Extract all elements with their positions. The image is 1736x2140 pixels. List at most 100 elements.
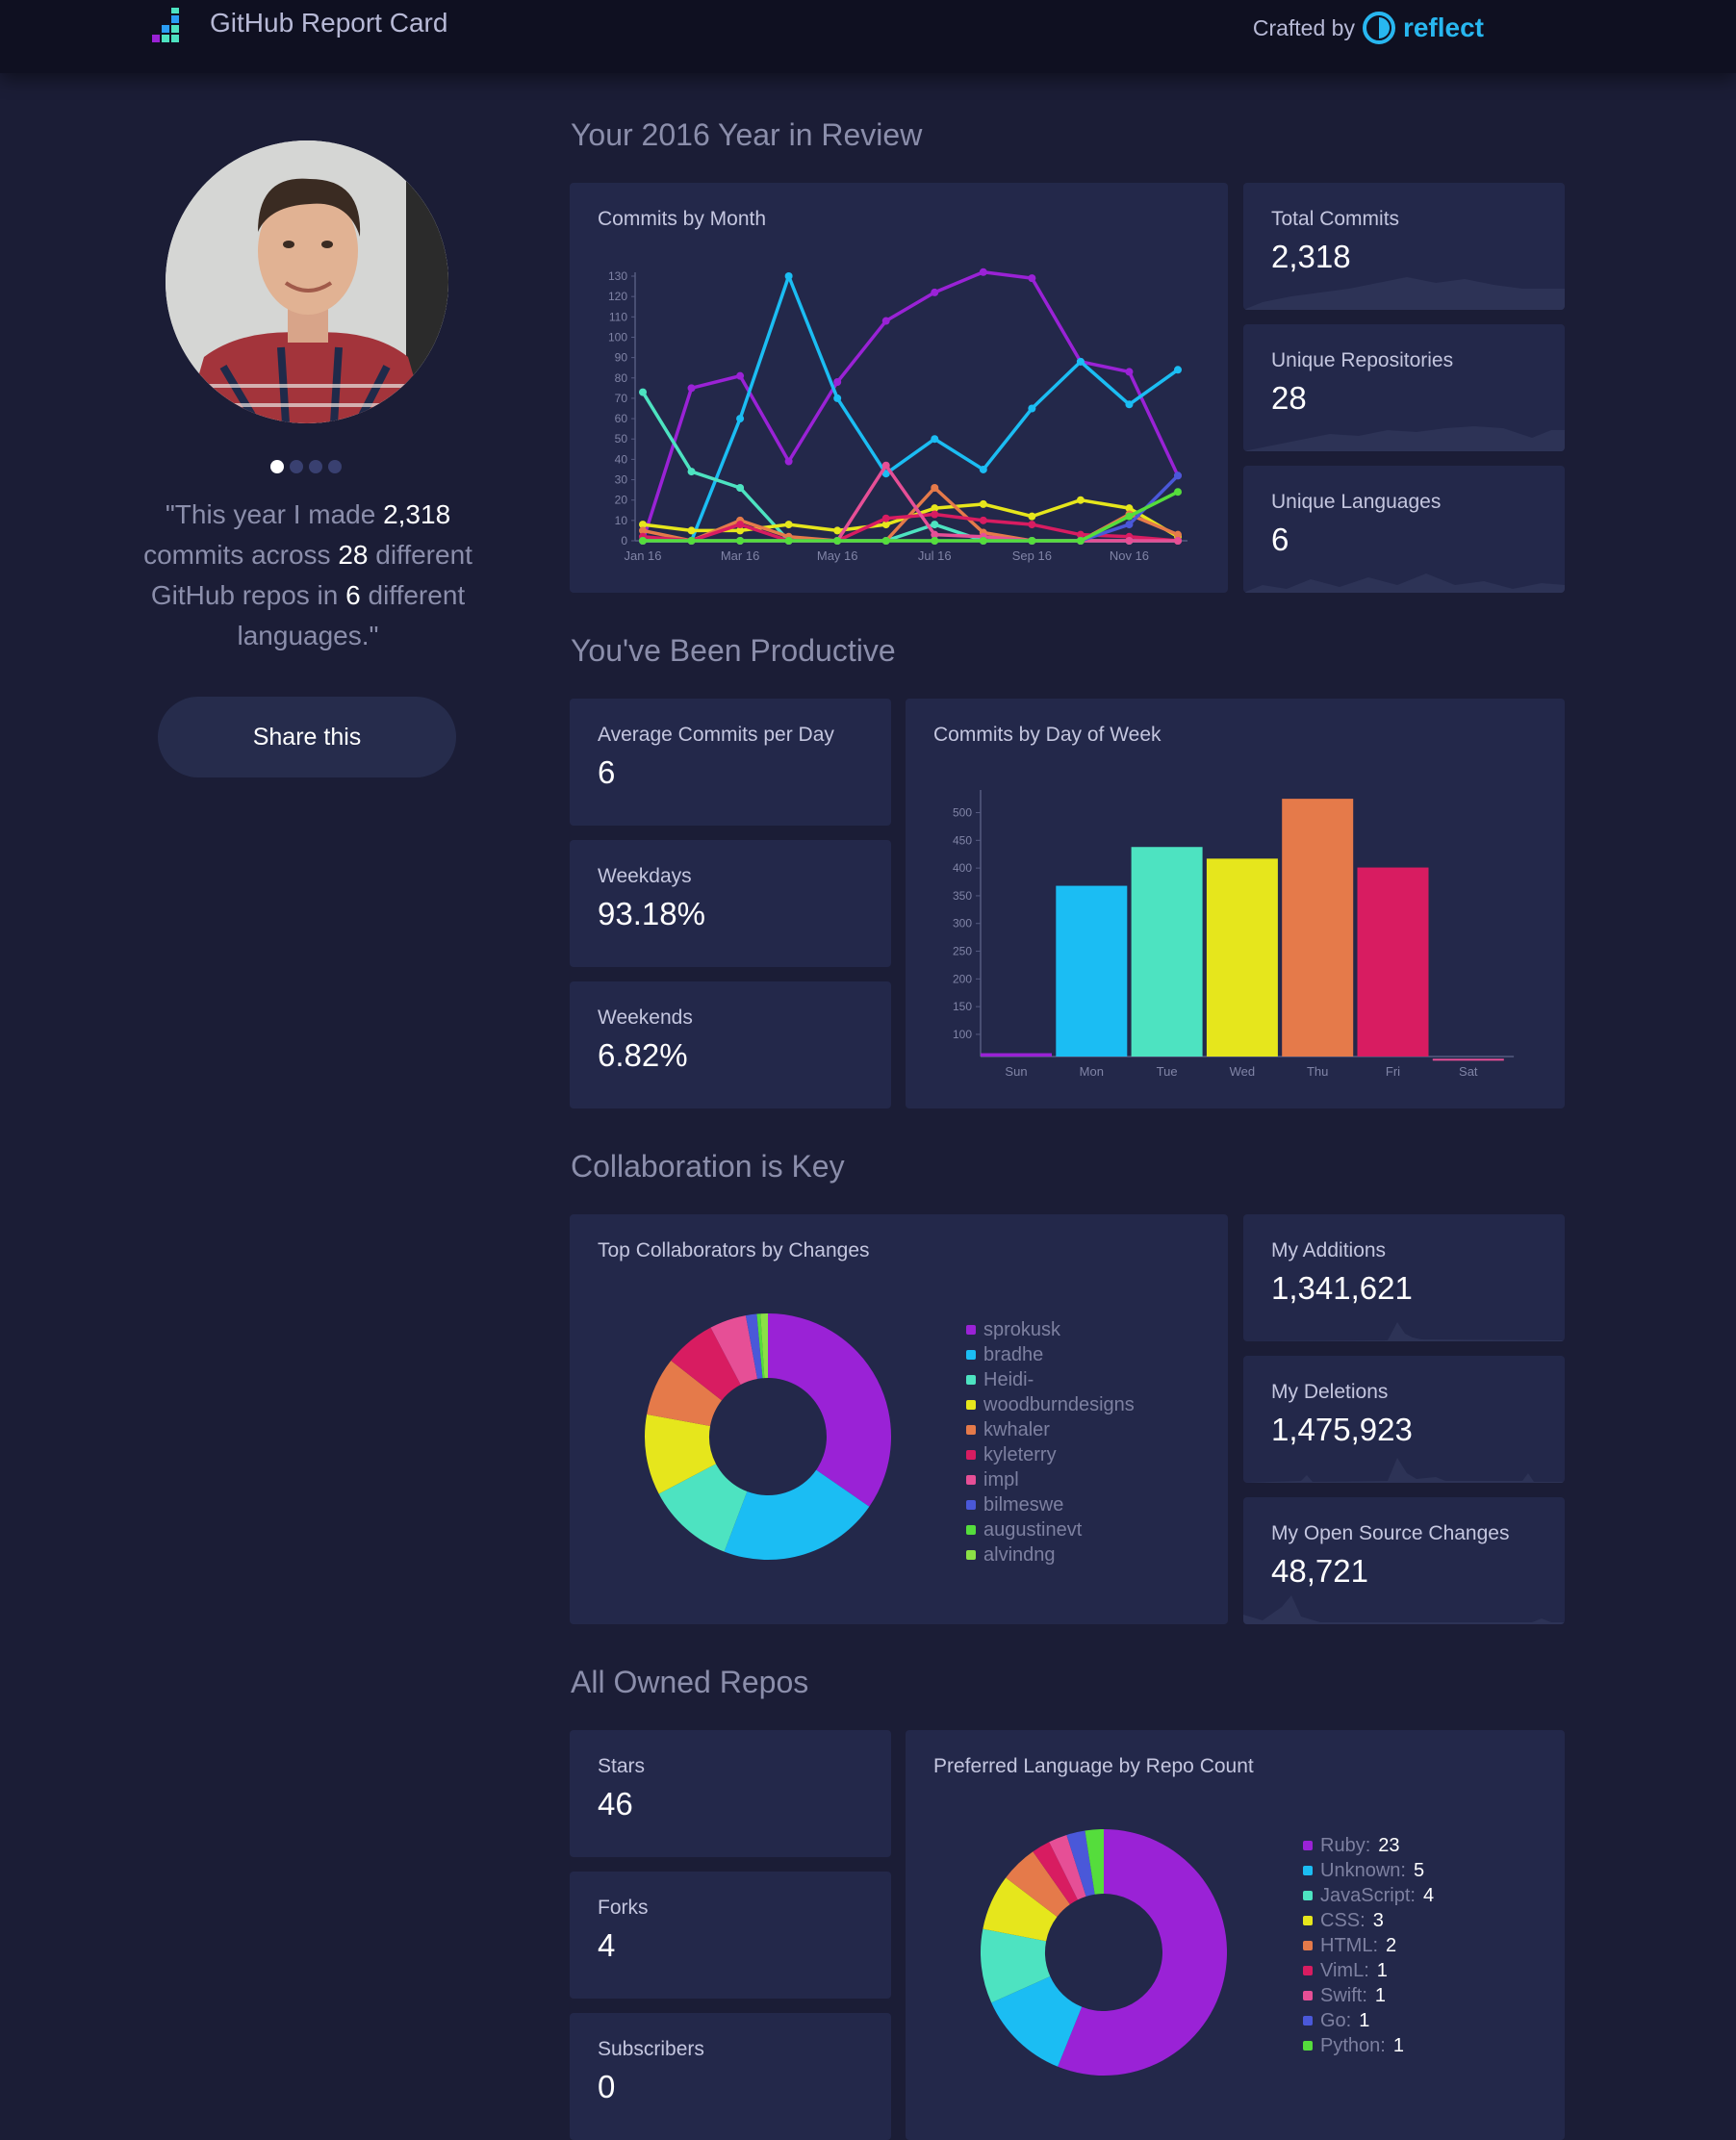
top-bar: GitHub Report Card Crafted by reflect bbox=[0, 0, 1736, 73]
x-tick-label: Jan 16 bbox=[624, 548, 661, 563]
series-point bbox=[1125, 368, 1134, 376]
quote-repos: 28 bbox=[338, 540, 369, 570]
subscribers-label: Subscribers bbox=[598, 2038, 704, 2060]
total-commits-label: Total Commits bbox=[1271, 208, 1400, 230]
top-collaborators-title: Top Collaborators by Changes bbox=[598, 1239, 870, 1261]
bar bbox=[1357, 867, 1429, 1057]
legend-item[interactable]: Unknown: 5 bbox=[1303, 1858, 1434, 1883]
series-point bbox=[979, 516, 987, 524]
bar bbox=[1056, 885, 1128, 1057]
quote-commits: 2,318 bbox=[383, 499, 451, 529]
summary-quote: "This year I made 2,318 commits across 2… bbox=[125, 495, 491, 656]
bar bbox=[981, 1053, 1052, 1057]
x-tick-label: Sat bbox=[1459, 1064, 1478, 1079]
legend-item[interactable]: Python: 1 bbox=[1303, 2033, 1434, 2058]
y-tick-label: 300 bbox=[953, 917, 972, 930]
series-point bbox=[833, 394, 842, 402]
series-point bbox=[931, 521, 939, 529]
y-tick-label: 90 bbox=[615, 351, 628, 365]
legend-item[interactable]: bilmeswe bbox=[966, 1492, 1135, 1517]
legend-item[interactable]: HTML: 2 bbox=[1303, 1933, 1434, 1958]
unique-languages-label: Unique Languages bbox=[1271, 491, 1442, 513]
legend-item[interactable]: CSS: 3 bbox=[1303, 1908, 1434, 1933]
weekdays-value: 93.18% bbox=[598, 896, 705, 931]
carousel-dot[interactable] bbox=[270, 460, 284, 473]
unique-repos-label: Unique Repositories bbox=[1271, 349, 1454, 371]
legend-item[interactable]: Go: 1 bbox=[1303, 2008, 1434, 2033]
unique-languages-value: 6 bbox=[1271, 522, 1289, 557]
series-point bbox=[687, 384, 696, 393]
bar bbox=[1432, 1058, 1504, 1061]
series-point bbox=[687, 526, 696, 535]
y-tick-label: 450 bbox=[953, 833, 972, 847]
series-point bbox=[736, 371, 745, 380]
unique-repos-sparkline bbox=[1243, 426, 1565, 451]
legend-item[interactable]: Ruby: 23 bbox=[1303, 1833, 1434, 1858]
series-point bbox=[931, 435, 939, 444]
series-point bbox=[881, 537, 890, 545]
share-button[interactable]: Share this bbox=[158, 697, 456, 777]
series-point bbox=[833, 378, 842, 386]
legend-item[interactable]: alvindng bbox=[966, 1542, 1135, 1567]
carousel-dots bbox=[270, 460, 342, 473]
legend-swatch bbox=[966, 1525, 976, 1535]
legend-swatch bbox=[966, 1500, 976, 1510]
legend-item[interactable]: woodburndesigns bbox=[966, 1392, 1135, 1417]
legend-count: 3 bbox=[1372, 1910, 1384, 1931]
series-point bbox=[833, 537, 842, 545]
avg-commits-card: Average Commits per Day 6 bbox=[570, 699, 891, 826]
legend-count: 1 bbox=[1392, 2035, 1404, 2056]
x-tick-label: May 16 bbox=[817, 548, 858, 563]
legend-swatch bbox=[1303, 1966, 1313, 1975]
series-point bbox=[881, 317, 890, 325]
legend-item[interactable]: sprokusk bbox=[966, 1317, 1135, 1342]
app-title[interactable]: GitHub Report Card bbox=[210, 8, 448, 38]
x-tick-label: Tue bbox=[1157, 1064, 1178, 1079]
legend-label: Swift: bbox=[1320, 1985, 1367, 2006]
legend-label: HTML: bbox=[1320, 1935, 1378, 1956]
legend-item[interactable]: VimL: 1 bbox=[1303, 1958, 1434, 1983]
carousel-dot[interactable] bbox=[328, 460, 342, 473]
legend-item[interactable]: kwhaler bbox=[966, 1417, 1135, 1442]
series-point bbox=[736, 521, 745, 529]
legend-item[interactable]: impl bbox=[966, 1467, 1135, 1492]
donut-slice bbox=[658, 1464, 748, 1552]
deletions-value: 1,475,923 bbox=[1271, 1412, 1413, 1447]
commits-by-day-card: Commits by Day of Week 100 150 200 250 300 35… bbox=[906, 699, 1565, 1108]
y-tick-label: 200 bbox=[953, 972, 972, 985]
y-tick-label: 40 bbox=[615, 452, 628, 466]
legend-swatch bbox=[966, 1350, 976, 1360]
donut-slice bbox=[1006, 1851, 1070, 1918]
legend-count: 2 bbox=[1386, 1935, 1397, 1956]
y-tick-label: 60 bbox=[615, 412, 628, 425]
series-point bbox=[1174, 471, 1182, 480]
carousel-dot[interactable] bbox=[309, 460, 322, 473]
commits-by-month-chart: 0 10 20 30 40 50 60 70 80 90 100 110 120 130 Jan 16 Mar… bbox=[608, 268, 1187, 563]
legend-swatch bbox=[1303, 1916, 1313, 1925]
legend-item[interactable]: kyleterry bbox=[966, 1442, 1135, 1467]
x-tick-label: Nov 16 bbox=[1110, 548, 1149, 563]
section-title-productive: You've Been Productive bbox=[571, 633, 896, 668]
report-card-logo-icon[interactable] bbox=[152, 8, 191, 44]
donut-slice bbox=[724, 1469, 870, 1560]
avatar bbox=[166, 140, 448, 423]
y-tick-label: 130 bbox=[608, 269, 627, 283]
legend-item[interactable]: bradhe bbox=[966, 1342, 1135, 1367]
series-point bbox=[736, 484, 745, 492]
donut-slice bbox=[991, 1975, 1083, 2067]
carousel-dot[interactable] bbox=[290, 460, 303, 473]
legend-label: bilmeswe bbox=[983, 1494, 1064, 1516]
crafted-by[interactable]: Crafted by reflect bbox=[1253, 12, 1484, 44]
deletions-card: My Deletions 1,475,923 bbox=[1243, 1356, 1565, 1483]
donut-slice bbox=[647, 1361, 722, 1427]
forks-card: Forks 4 bbox=[570, 1872, 891, 1999]
legend-item[interactable]: Heidi- bbox=[966, 1367, 1135, 1392]
series-point bbox=[784, 272, 793, 280]
legend-item[interactable]: augustinevt bbox=[966, 1517, 1135, 1542]
legend-item[interactable]: JavaScript: 4 bbox=[1303, 1883, 1434, 1908]
series-point bbox=[1174, 488, 1182, 497]
top-collaborators-card: Top Collaborators by Changes sprokusk bra… bbox=[570, 1214, 1228, 1624]
legend-swatch bbox=[1303, 2016, 1313, 2025]
forks-value: 4 bbox=[598, 1927, 616, 1963]
legend-item[interactable]: Swift: 1 bbox=[1303, 1983, 1434, 2008]
